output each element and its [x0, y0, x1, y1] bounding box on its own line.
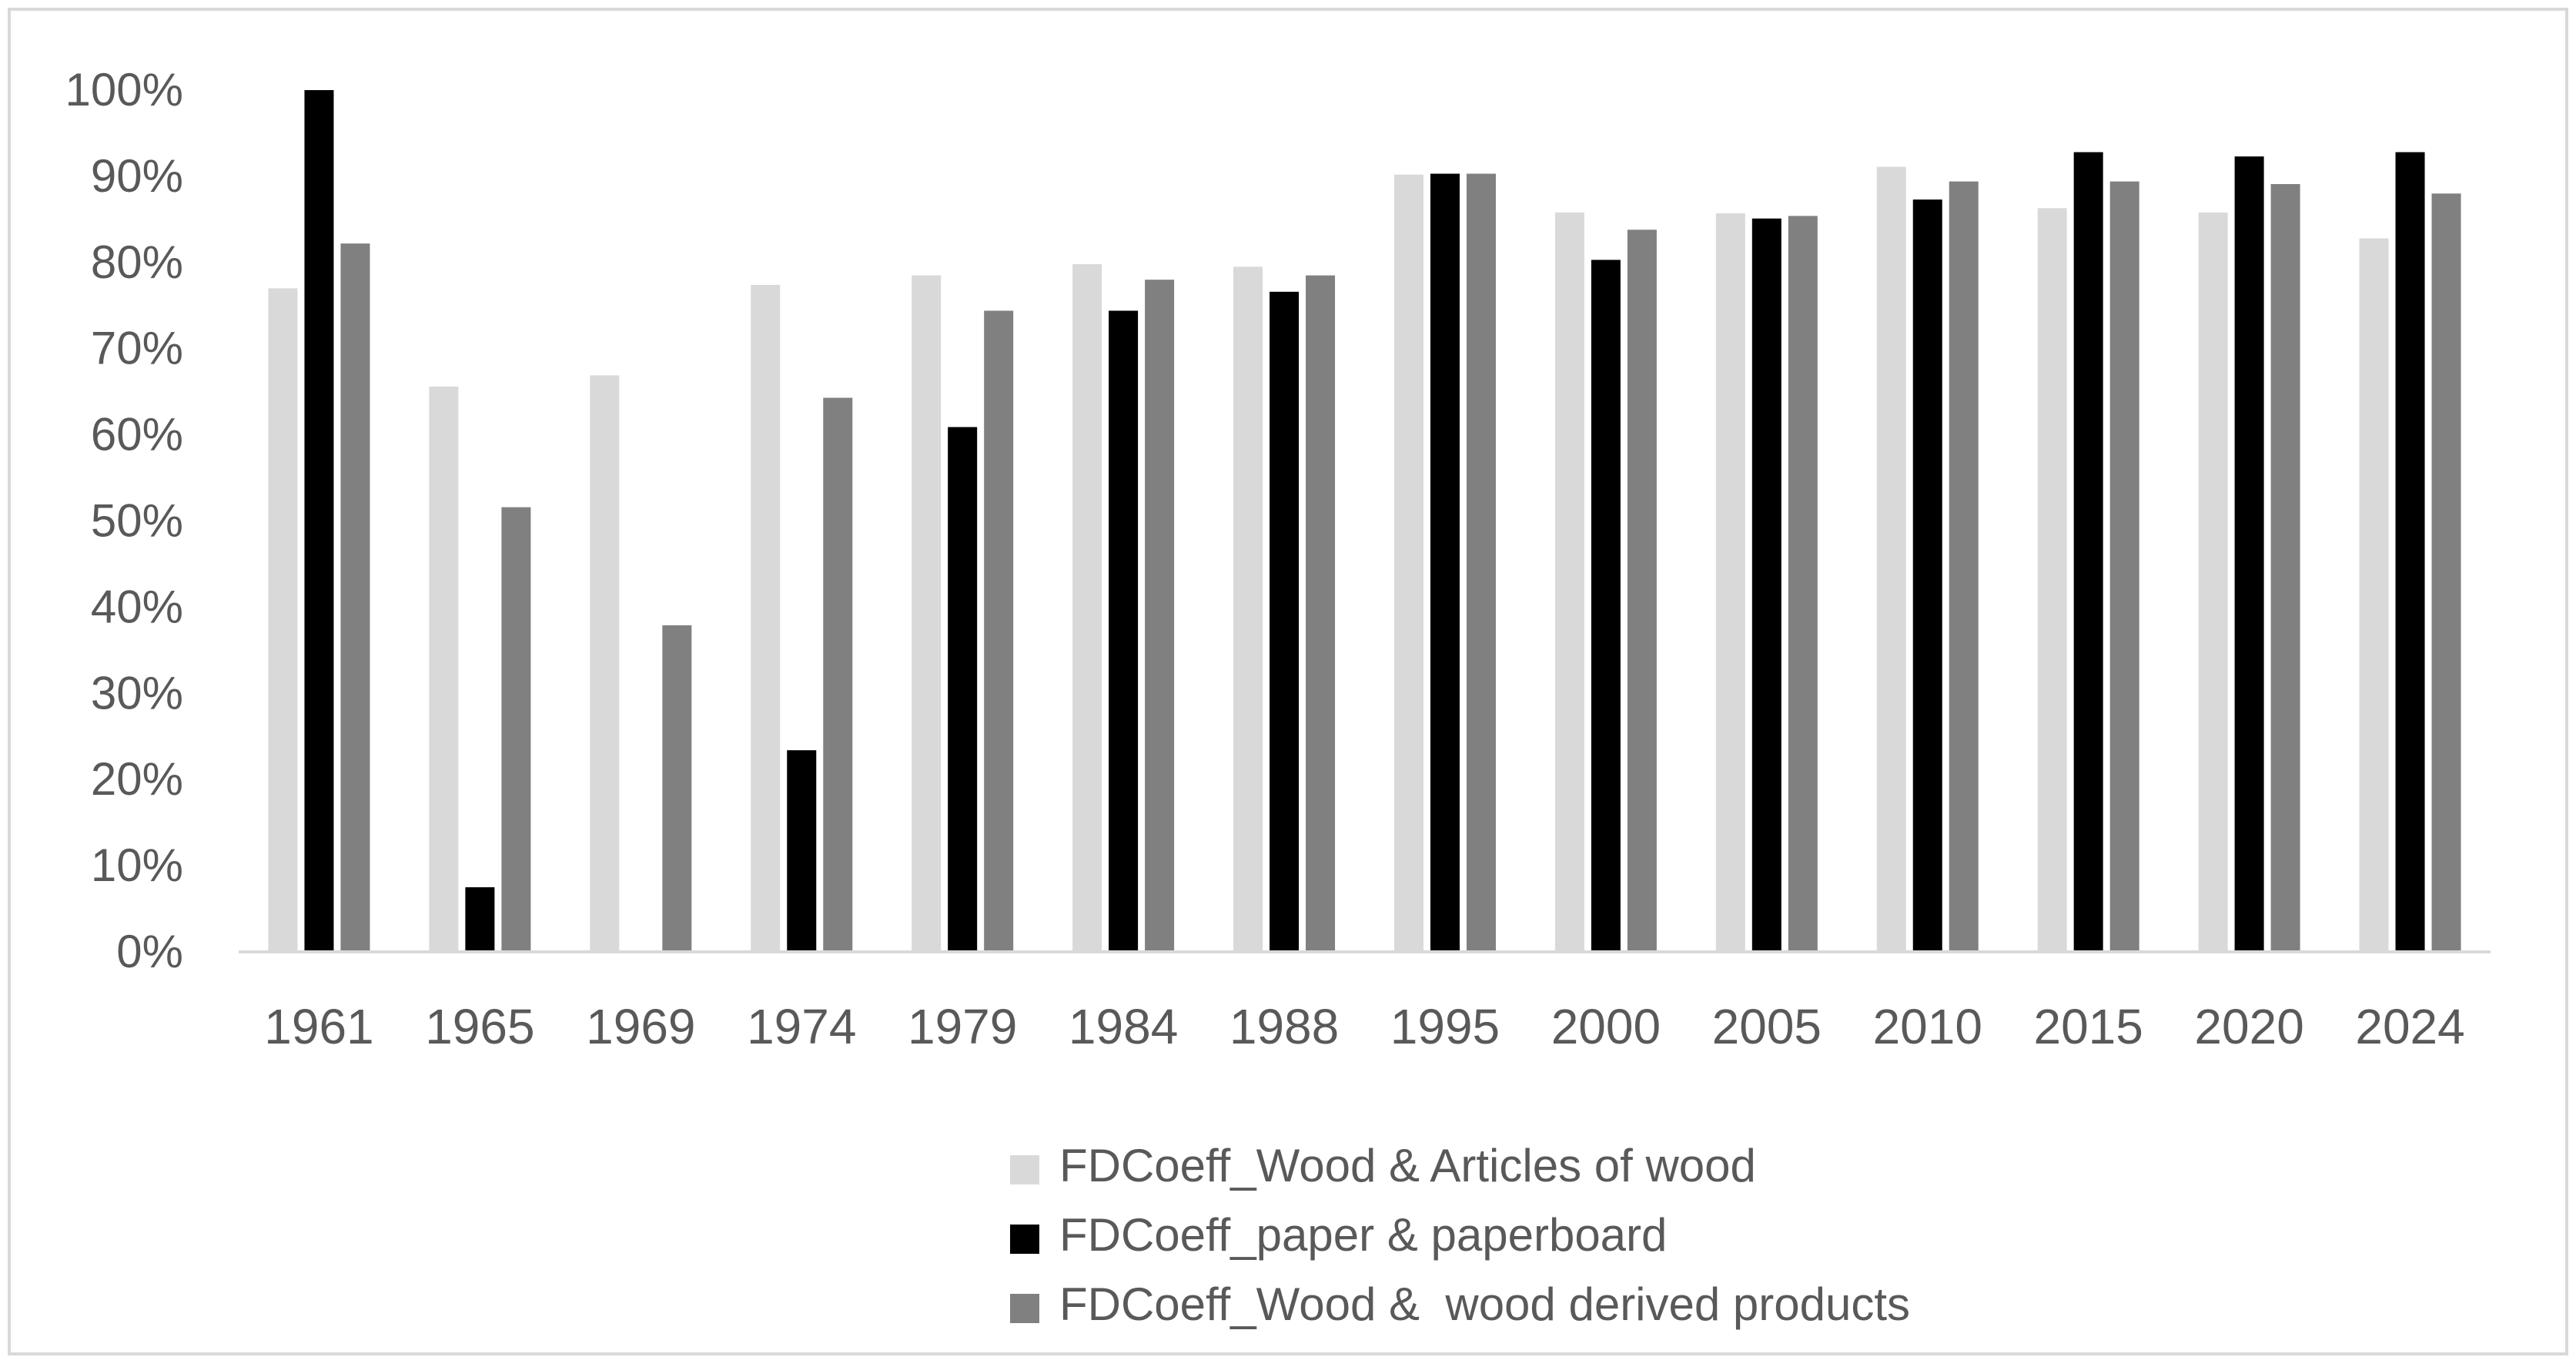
- y-tick-label: 30%: [91, 667, 183, 719]
- bar-series-2-1995: [1430, 173, 1460, 953]
- bar-series-2-1988: [1270, 291, 1300, 952]
- x-tick-label: 1984: [1069, 999, 1178, 1054]
- y-tick-label: 20%: [91, 753, 183, 805]
- bar-series-1-1979: [912, 275, 942, 953]
- y-tick-label: 0%: [116, 926, 183, 977]
- bar-series-2-2020: [2234, 156, 2264, 953]
- bar-series-1-1961: [268, 288, 298, 952]
- x-tick-label: 2020: [2194, 999, 2303, 1054]
- x-tick-label: 1988: [1229, 999, 1339, 1054]
- legend-label-3: FDCoeff_Wood & wood derived products: [1059, 1278, 1910, 1330]
- bar-series-2-2005: [1751, 218, 1781, 953]
- bar-series-3-2024: [2431, 193, 2461, 952]
- bar-series-3-2010: [1949, 181, 1979, 952]
- bar-series-3-1969: [662, 625, 692, 952]
- bar-series-2-1979: [948, 427, 978, 952]
- x-tick-label: 2000: [1551, 999, 1661, 1054]
- y-tick-label: 70%: [91, 323, 183, 374]
- x-tick-label: 1961: [264, 999, 373, 1054]
- y-axis-labels: 0% 10% 20% 30% 40% 50% 60% 70% 80% 90% 100%: [65, 64, 183, 977]
- bar-series-3-2020: [2270, 183, 2300, 952]
- bar-series-1-2005: [1715, 213, 1745, 953]
- bar-series-2-2015: [2073, 152, 2103, 952]
- bar-series-1-2015: [2037, 208, 2067, 953]
- bar-series-3-2000: [1627, 230, 1657, 952]
- y-tick-label: 10%: [91, 839, 183, 891]
- bar-series-2-1984: [1109, 310, 1139, 952]
- y-tick-label: 100%: [65, 64, 183, 116]
- legend: FDCoeff_Wood & Articles of wood FDCoeff_p…: [1010, 1140, 1910, 1330]
- bar-series-2-1974: [787, 750, 817, 952]
- bar-series-2-1965: [465, 887, 495, 952]
- bar-series-3-1961: [340, 243, 370, 952]
- bar-series-3-2015: [2109, 181, 2139, 952]
- bar-series-3-1988: [1306, 275, 1336, 953]
- x-tick-label: 2010: [1873, 999, 1982, 1054]
- x-tick-label: 1969: [586, 999, 695, 1054]
- bar-series-1-1988: [1233, 266, 1263, 952]
- bar-series-3-1965: [501, 507, 531, 952]
- bar-series-3-1995: [1466, 173, 1496, 953]
- bar-series-2-1961: [304, 90, 334, 952]
- x-tick-label: 2005: [1712, 999, 1822, 1054]
- bar-series-3-1984: [1145, 280, 1175, 952]
- x-tick-label: 2024: [2355, 999, 2464, 1054]
- bar-series-1-2020: [2198, 212, 2228, 952]
- bars: [268, 90, 2461, 953]
- bar-series-3-1979: [984, 310, 1014, 952]
- bar-series-1-1984: [1072, 264, 1102, 953]
- bar-series-2-2000: [1591, 260, 1621, 952]
- y-tick-label: 80%: [91, 236, 183, 288]
- y-tick-label: 60%: [91, 409, 183, 461]
- y-tick-label: 90%: [91, 150, 183, 202]
- x-tick-label: 1965: [425, 999, 534, 1054]
- bar-series-1-1965: [429, 386, 459, 952]
- bar-series-2-2010: [1912, 199, 1942, 952]
- legend-label-2: FDCoeff_paper & paperboard: [1059, 1209, 1667, 1261]
- bar-series-1-2000: [1554, 212, 1584, 952]
- bar-series-1-1974: [751, 284, 781, 952]
- x-axis-labels: 1961 1965 1969 1974 1979 1984 1988 1995 2000 2005…: [264, 999, 2464, 1054]
- bar-series-3-2005: [1788, 216, 1818, 952]
- bar-series-3-1974: [823, 397, 853, 952]
- legend-swatch-1: [1010, 1155, 1039, 1184]
- x-tick-label: 1979: [908, 999, 1017, 1054]
- y-tick-label: 40%: [91, 581, 183, 632]
- bar-series-1-2010: [1876, 166, 1906, 952]
- bar-series-1-1969: [590, 375, 620, 952]
- legend-swatch-3: [1010, 1294, 1039, 1323]
- legend-label-1: FDCoeff_Wood & Articles of wood: [1059, 1140, 1756, 1191]
- x-tick-label: 1974: [747, 999, 856, 1054]
- bar-series-2-2024: [2395, 152, 2425, 952]
- bar-series-1-1995: [1393, 174, 1423, 953]
- x-tick-label: 1995: [1390, 999, 1500, 1054]
- legend-swatch-2: [1010, 1225, 1039, 1254]
- bar-series-1-2024: [2359, 238, 2389, 952]
- y-tick-label: 50%: [91, 495, 183, 547]
- x-tick-label: 2015: [2033, 999, 2143, 1054]
